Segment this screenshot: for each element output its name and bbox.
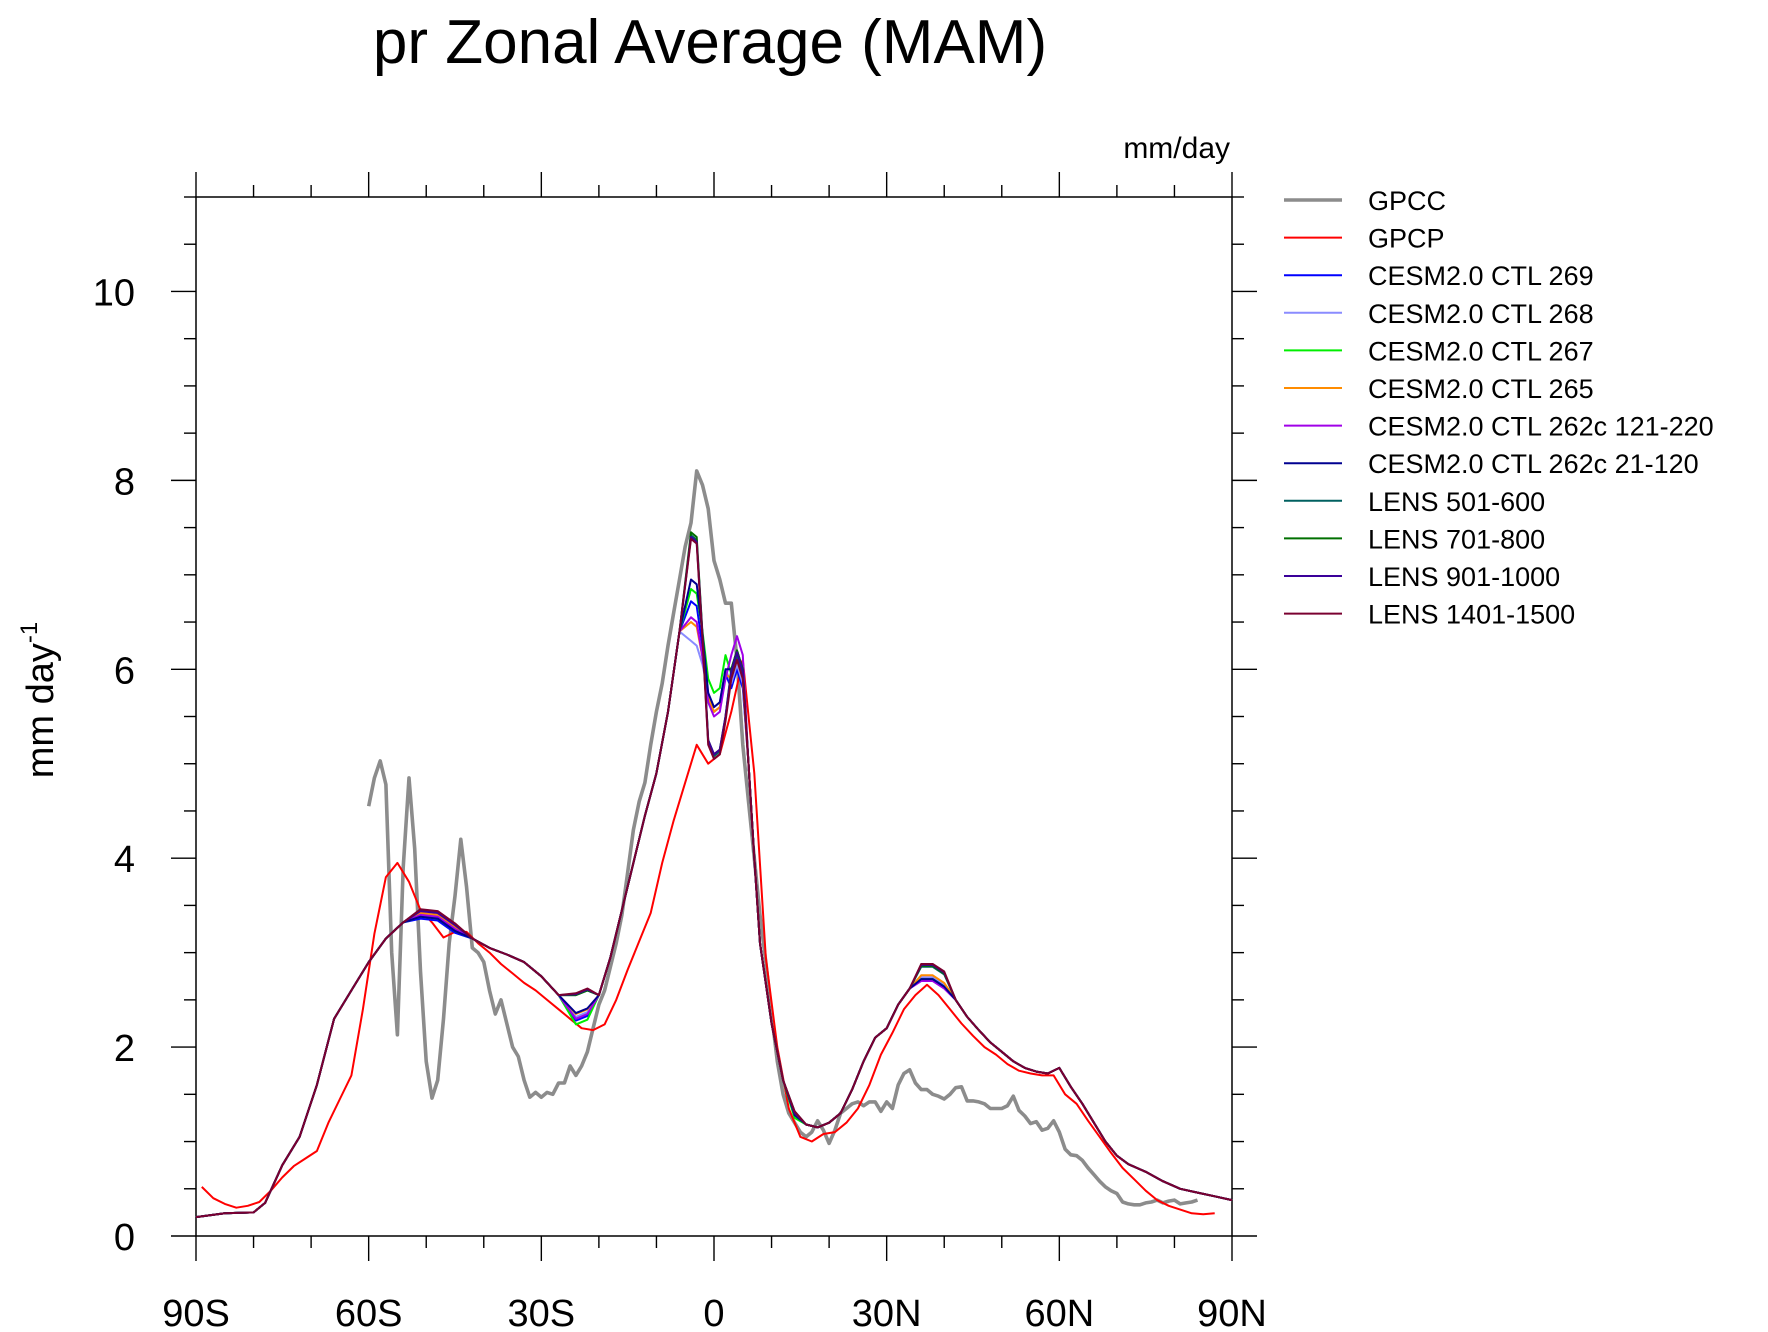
y-axis-label-text: mm day [20, 643, 62, 778]
x-tick-label: 90N [1197, 1293, 1267, 1332]
series-line-cesm2-0-ctl-262c-21-120 [195, 578, 1233, 1219]
series-line-lens-501-600 [195, 534, 1233, 1219]
legend-label: LENS 701-800 [1368, 524, 1545, 554]
y-tick-label: 6 [114, 650, 135, 692]
series-line-lens-901-1000 [195, 536, 1233, 1219]
legend-label: LENS 501-600 [1368, 487, 1545, 517]
plot-frame: 90S 60S 30S 0 30N 60N 90N 0 2 4 6 8 10 [93, 172, 1267, 1332]
series-layer [195, 469, 1233, 1219]
legend-label: CESM2.0 CTL 269 [1368, 261, 1594, 291]
series-line-cesm2-0-ctl-267 [195, 588, 1233, 1219]
x-tick-label: 0 [703, 1293, 724, 1332]
legend-label: GPCP [1368, 224, 1445, 254]
legend-label: GPCC [1368, 186, 1446, 216]
y-tick-label: 4 [114, 839, 135, 881]
series-line-lens-701-800 [195, 531, 1233, 1219]
y-axis-label: mm day-1 [16, 622, 62, 778]
units-label: mm/day [1123, 132, 1230, 165]
series-line-cesm2-0-ctl-265 [195, 621, 1233, 1219]
y-tick-label: 8 [114, 461, 135, 503]
y-tick-label: 0 [114, 1217, 135, 1259]
series-line-lens-1401-1500 [195, 537, 1233, 1219]
chart-title: pr Zonal Average (MAM) [373, 8, 1047, 77]
legend-label: CESM2.0 CTL 265 [1368, 374, 1594, 404]
series-line-cesm2-0-ctl-268 [195, 630, 1233, 1219]
legend-label: CESM2.0 CTL 268 [1368, 299, 1594, 329]
x-tick-label: 30N [852, 1293, 922, 1332]
x-tick-label: 60S [335, 1293, 403, 1332]
y-axis-label-exponent: -1 [16, 622, 43, 643]
x-tick-label: 30S [508, 1293, 576, 1332]
x-tick-label: 90S [162, 1293, 230, 1332]
legend-label: LENS 1401-1500 [1368, 600, 1575, 630]
series-line-gpcc [366, 469, 1199, 1207]
legend-label: LENS 901-1000 [1368, 562, 1560, 592]
legend: GPCC GPCP CESM2.0 CTL 269 CESM2.0 CTL 268 CE… [1284, 186, 1714, 630]
y-tick-label: 2 [114, 1028, 135, 1070]
legend-label: CESM2.0 CTL 267 [1368, 336, 1594, 366]
legend-label: CESM2.0 CTL 262c 21-120 [1368, 449, 1699, 479]
x-tick-label: 60N [1024, 1293, 1094, 1332]
y-tick-label: 10 [93, 272, 135, 314]
legend-label: CESM2.0 CTL 262c 121-220 [1368, 412, 1714, 442]
